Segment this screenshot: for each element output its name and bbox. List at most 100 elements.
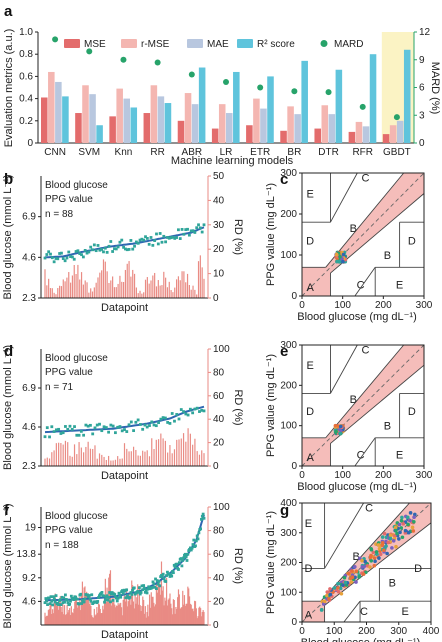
ppg-point: [123, 428, 126, 431]
rd-bar: [178, 594, 180, 625]
rd-bar: [134, 593, 136, 625]
ceg-point: [397, 537, 401, 541]
y2-tick-label: 20: [213, 438, 225, 449]
ppg-point: [166, 570, 169, 574]
ppg-point: [62, 596, 66, 600]
rd-bar: [101, 454, 103, 466]
ppg-point: [75, 433, 79, 437]
panel-label: f: [4, 502, 10, 519]
ceg-point: [352, 565, 357, 569]
x-tick-label-dtr: DTR: [318, 147, 339, 158]
rd-bar: [189, 603, 191, 625]
rd-bar: [144, 451, 146, 466]
rd-bar: [110, 460, 112, 466]
ppg-point: [158, 232, 162, 235]
ppg-point: [154, 577, 157, 581]
mard-point-knn: [120, 56, 127, 63]
x-tick-label: 300: [416, 300, 433, 311]
rd-bar: [164, 597, 166, 625]
y-tick-label: 100: [280, 587, 297, 598]
ppg-point: [136, 418, 140, 422]
rd-bar: [140, 611, 142, 625]
rd-bar: [104, 261, 106, 298]
ppg-point: [137, 590, 140, 594]
ppg-point: [198, 410, 201, 413]
rd-bar: [201, 450, 203, 466]
rd-bar: [115, 605, 118, 625]
ppg-point: [56, 257, 60, 261]
y2-tick-label: 80: [213, 526, 225, 537]
rd-bar: [79, 596, 81, 625]
y2label: RD (%): [232, 548, 244, 584]
ppg-point: [171, 235, 175, 239]
x-tick-label: 200: [358, 626, 375, 637]
rd-bar: [174, 613, 176, 625]
ppg-point: [61, 431, 65, 435]
rd-bar: [175, 279, 178, 298]
y2label: RD (%): [232, 219, 244, 255]
ppg-point: [100, 429, 104, 433]
rd-bar: [117, 283, 119, 298]
y-tick-label: 6.9: [22, 212, 36, 223]
ppg-point: [191, 411, 195, 415]
rd-bar: [154, 606, 156, 625]
y-tick-label: 4.6: [22, 596, 36, 607]
ppg-point: [80, 253, 83, 257]
rd-bar: [64, 615, 67, 625]
ppg-point: [126, 594, 129, 597]
ppg-point: [43, 256, 47, 260]
zone-line: [330, 364, 425, 444]
ppg-point: [121, 592, 125, 595]
rd-bar: [63, 614, 65, 625]
y2-tick-label: 80: [213, 367, 225, 378]
rd-bar: [74, 601, 76, 625]
ppg-point: [109, 240, 113, 243]
ppg-point: [187, 233, 191, 237]
rd-bar: [53, 602, 55, 625]
xlabel: Datapoint: [101, 470, 148, 482]
rd-bar: [146, 450, 148, 466]
rd-bar: [192, 285, 194, 298]
rd-bar: [128, 593, 130, 625]
legend-swatch-mae: [187, 39, 203, 48]
ceg-point: [354, 580, 358, 584]
ppg-point: [79, 429, 83, 433]
ppg-point: [168, 575, 172, 578]
rd-bar: [71, 612, 73, 625]
ceg-point: [405, 515, 410, 520]
ppg-point: [87, 594, 91, 597]
rd-bar: [98, 604, 101, 625]
rd-bar: [96, 607, 98, 625]
legend-ppg-value: PPG value: [45, 525, 93, 536]
rd-bar: [132, 269, 134, 298]
bar-rscore-dtr: [335, 69, 343, 143]
ppg-point: [85, 251, 89, 255]
rd-bar: [144, 279, 147, 298]
ppg-point: [202, 409, 206, 413]
ppg-point: [120, 589, 124, 592]
ppg-point: [197, 223, 200, 227]
bar-mse-cnn: [41, 97, 48, 143]
legend-marker-mard: [320, 40, 328, 47]
ppg-point: [200, 514, 204, 518]
rd-bar: [139, 605, 141, 625]
bar-mae-etr: [260, 108, 267, 143]
ppg-point: [159, 417, 163, 421]
rd-bar: [44, 269, 46, 298]
ceg-point: [328, 592, 333, 597]
ceg-point: [334, 252, 339, 257]
ppg-point: [157, 580, 161, 583]
rd-bar: [73, 608, 75, 625]
y2-tick-label: 40: [213, 414, 225, 425]
rd-bar: [119, 458, 121, 466]
ppg-point: [76, 249, 80, 253]
rd-bar: [69, 615, 72, 625]
rd-bar: [90, 288, 92, 298]
ppg-point: [202, 516, 206, 520]
rd-bar: [176, 439, 178, 466]
ceg-point: [332, 586, 337, 590]
rd-bar: [58, 609, 60, 625]
zone-label-b: B: [353, 551, 360, 563]
rd-bar: [93, 287, 95, 298]
